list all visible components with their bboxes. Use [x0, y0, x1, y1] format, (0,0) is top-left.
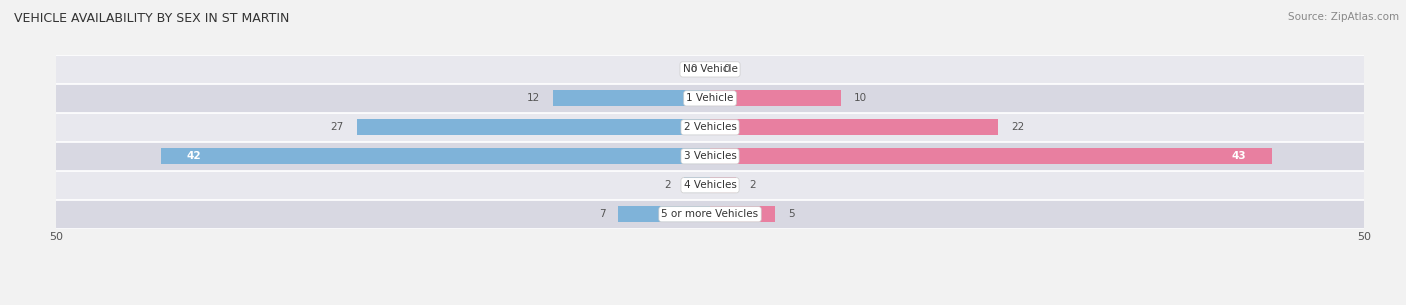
Text: 42: 42: [187, 151, 201, 161]
Bar: [710, 177, 737, 193]
Text: 4 Vehicles: 4 Vehicles: [683, 180, 737, 190]
Bar: [56, 84, 1364, 113]
Bar: [710, 119, 998, 135]
Text: 43: 43: [1232, 151, 1246, 161]
Bar: [710, 148, 1272, 164]
Text: 5 or more Vehicles: 5 or more Vehicles: [661, 209, 759, 219]
Text: 5: 5: [789, 209, 796, 219]
Text: Source: ZipAtlas.com: Source: ZipAtlas.com: [1288, 12, 1399, 22]
Bar: [619, 206, 710, 222]
Bar: [710, 90, 841, 106]
Bar: [357, 119, 710, 135]
Text: No Vehicle: No Vehicle: [682, 64, 738, 74]
Text: 10: 10: [853, 93, 868, 103]
Text: 0: 0: [723, 64, 730, 74]
Text: 2: 2: [749, 180, 756, 190]
Text: 0: 0: [690, 64, 697, 74]
Text: 2: 2: [664, 180, 671, 190]
Bar: [56, 171, 1364, 200]
Text: 3 Vehicles: 3 Vehicles: [683, 151, 737, 161]
Bar: [56, 55, 1364, 84]
Bar: [683, 177, 710, 193]
Bar: [160, 148, 710, 164]
Text: 27: 27: [330, 122, 344, 132]
Text: 12: 12: [527, 93, 540, 103]
Text: VEHICLE AVAILABILITY BY SEX IN ST MARTIN: VEHICLE AVAILABILITY BY SEX IN ST MARTIN: [14, 12, 290, 25]
Text: 2 Vehicles: 2 Vehicles: [683, 122, 737, 132]
Text: 7: 7: [599, 209, 606, 219]
Bar: [56, 142, 1364, 171]
Text: 22: 22: [1011, 122, 1024, 132]
Bar: [56, 200, 1364, 229]
Bar: [710, 206, 776, 222]
Bar: [553, 90, 710, 106]
Text: 1 Vehicle: 1 Vehicle: [686, 93, 734, 103]
Bar: [56, 113, 1364, 142]
